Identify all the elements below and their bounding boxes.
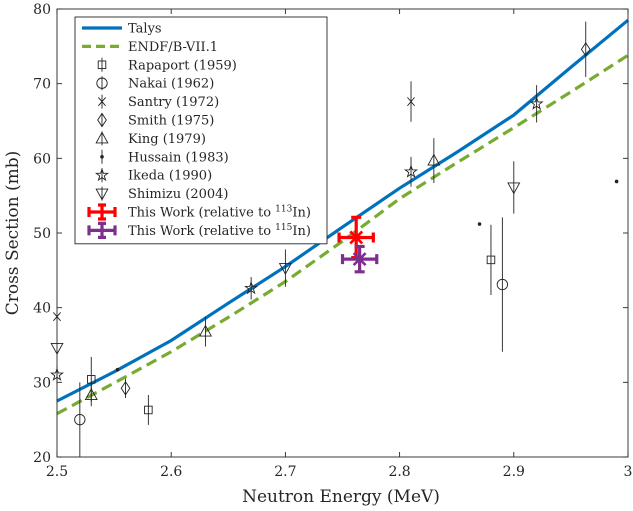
series-santry-1972	[53, 81, 415, 322]
series-nakai-1962	[74, 217, 509, 457]
king-1979-point-2	[427, 153, 441, 166]
legend-item-smith-1975: Smith (1975)	[97, 112, 214, 129]
legend-swatch-ikeda-1990	[94, 167, 110, 182]
rapaport-1959-point-1	[144, 405, 153, 415]
legend-label-king-1979: King (1979)	[128, 132, 206, 147]
series-rapaport-1959	[87, 224, 496, 425]
legend-swatch-king-1979	[95, 131, 109, 144]
legend-label-nakai-1962: Nakai (1962)	[128, 77, 214, 92]
rapaport-1959-point-0	[87, 375, 96, 384]
ikeda-1990-point-3	[529, 96, 544, 110]
legend-item-king-1979: King (1979)	[95, 131, 206, 147]
talys-line	[56, 18, 630, 403]
x-tick-label-1: 2.6	[160, 464, 182, 480]
x-tick-label-4: 2.9	[503, 464, 525, 480]
legend-item-talys: Talys	[82, 22, 162, 37]
legend-item-santry-1972: Santry (1972)	[98, 94, 219, 110]
smith-1975-point-0	[120, 380, 131, 396]
shimizu-2004-point-1	[278, 263, 292, 276]
series-smith-1975	[120, 21, 591, 399]
legend-item-hussain-1983: Hussain (1983)	[100, 149, 229, 165]
series-shimizu-2004	[50, 161, 521, 355]
ikeda-1990-point-2	[404, 164, 419, 178]
legend-swatch-this-work-relative-to-115in	[87, 221, 117, 239]
series-king-1979	[84, 138, 441, 407]
legend-item-this-work-relative-to-115in: This Work (relative to 115In)	[87, 221, 311, 239]
legend-label-this-work-relative-to-113in: This Work (relative to 113In)	[128, 205, 311, 221]
hussain-1983-point-0	[115, 367, 120, 372]
legend-label-hussain-1983: Hussain (1983)	[128, 150, 229, 165]
x-tick-label-3: 2.8	[388, 464, 410, 480]
y-tick-label-0: 20	[33, 450, 51, 466]
series-this-work-relative-to-115in	[340, 244, 379, 274]
x-tick-label-0: 2.5	[46, 464, 68, 480]
this-work-relative-to-115in-point-0	[352, 252, 367, 267]
king-1979-point-0	[84, 388, 98, 400]
y-tick-label-4: 60	[33, 151, 51, 167]
series-endf-b-vii-1	[56, 53, 629, 416]
hussain-1983-point-2	[614, 179, 619, 184]
smith-1975-point-1	[580, 42, 591, 57]
hussain-1983-point-1	[477, 222, 482, 226]
legend-swatch-nakai-1962	[96, 77, 108, 89]
y-tick-label-2: 40	[33, 301, 51, 317]
legend-swatch-this-work-relative-to-113in	[87, 203, 117, 221]
legend-swatch-santry-1972	[98, 97, 106, 107]
legend-item-rapaport-1959: Rapaport (1959)	[97, 57, 237, 73]
legend-label-santry-1972: Santry (1972)	[128, 95, 219, 110]
plot-area	[49, 18, 630, 457]
y-tick-label-5: 70	[33, 77, 51, 93]
legend-label-endf-b-vii-1: ENDF/B-VII.1	[128, 40, 218, 55]
x-tick-label-2: 2.7	[274, 464, 296, 480]
legend-label-smith-1975: Smith (1975)	[128, 114, 214, 129]
legend-label-ikeda-1990: Ikeda (1990)	[128, 169, 212, 184]
series-hussain-1983	[115, 179, 619, 372]
legend-item-this-work-relative-to-113in: This Work (relative to 113In)	[87, 203, 311, 221]
series-talys	[56, 18, 630, 403]
y-tick-label-3: 50	[33, 226, 51, 242]
y-axis-label: Cross Section (mb)	[3, 151, 23, 316]
legend-item-ikeda-1990: Ikeda (1990)	[94, 167, 212, 184]
legend-label-this-work-relative-to-115in: This Work (relative to 115In)	[128, 223, 311, 239]
this-work-relative-to-113in-point-0	[349, 230, 364, 245]
legend-item-endf-b-vii-1: ENDF/B-VII.1	[82, 40, 218, 55]
shimizu-2004-point-2	[507, 182, 521, 195]
x-axis-label: Neutron Energy (MeV)	[242, 487, 440, 507]
legend-swatch-shimizu-2004	[95, 188, 109, 201]
endf-b-vii-1-line	[56, 53, 629, 416]
santry-1972-point-1	[407, 97, 415, 107]
series-ikeda-1990	[49, 85, 544, 384]
y-tick-label-6: 80	[33, 2, 51, 18]
legend-label-rapaport-1959: Rapaport (1959)	[128, 58, 237, 73]
x-tick-label-5: 3	[624, 464, 633, 480]
king-1979-point-1	[198, 324, 213, 337]
nakai-1962-point-1	[496, 278, 509, 291]
legend-item-shimizu-2004: Shimizu (2004)	[95, 186, 229, 202]
legend-box	[74, 16, 328, 245]
legend-item-nakai-1962: Nakai (1962)	[96, 76, 214, 92]
axes: 2.5 2.6 2.7 2.8 2.9 3 20 30 40 50 60 70 80	[33, 2, 632, 480]
legend-label-shimizu-2004: Shimizu (2004)	[128, 187, 229, 202]
legend-swatch-rapaport-1959	[97, 60, 107, 70]
legend-swatch-smith-1975	[97, 112, 107, 128]
rapaport-1959-point-2	[486, 255, 496, 265]
nakai-1962-point-0	[74, 414, 86, 426]
y-tick-label-1: 30	[33, 375, 51, 391]
legend-swatch-hussain-1983	[100, 155, 104, 159]
legend-label-talys: Talys	[128, 22, 162, 37]
ikeda-1990-point-1	[244, 280, 259, 295]
legend: Talys ENDF/B-VII.1 Rapaport (1959) Nakai (1…	[74, 16, 328, 245]
